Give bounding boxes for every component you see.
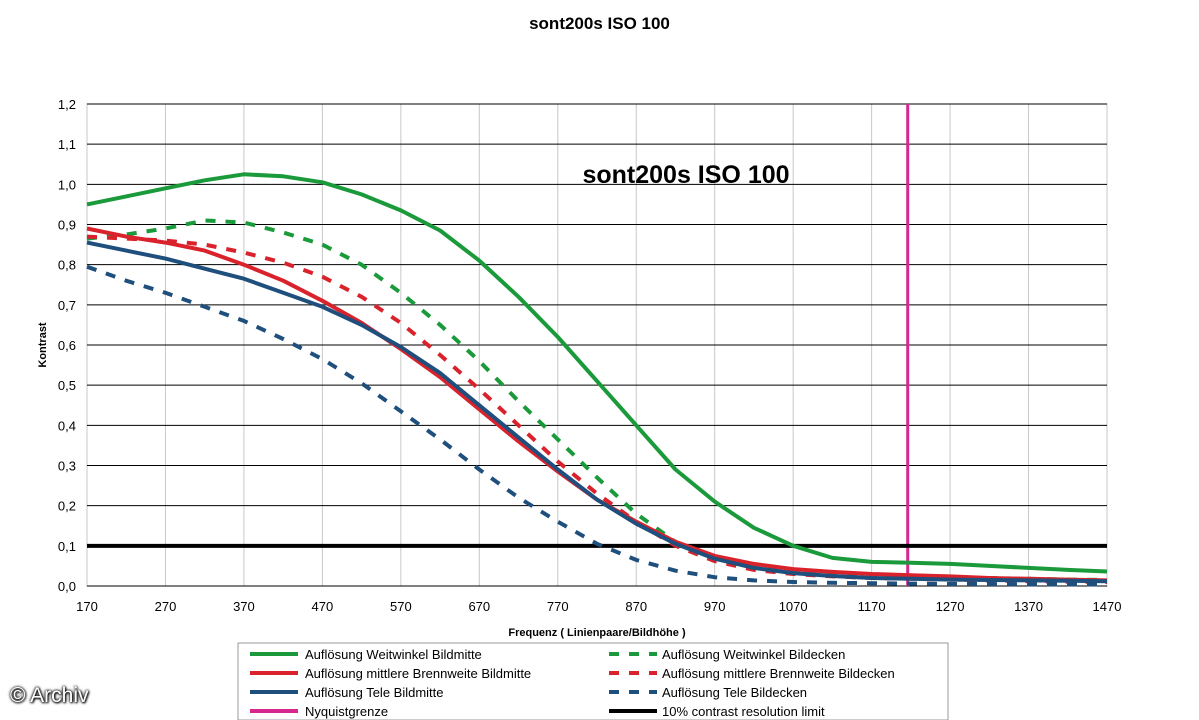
x-tick-label: 670 [468,599,490,614]
series-line-6 [86,264,1107,587]
legend-label: Auflösung Weitwinkel Bildmitte [305,647,482,662]
y-tick-label: 0,1 [58,539,76,554]
x-tick-label: 1270 [936,599,965,614]
x-tick-label: 770 [547,599,569,614]
y-tick-label: 0,4 [58,418,76,433]
x-tick-label: 170 [76,599,98,614]
y-tick-label: 0,5 [58,378,76,393]
inner-chart-title: sont200s ISO 100 [582,161,789,189]
x-tick-label: 870 [625,599,647,614]
y-tick-label: 0,7 [58,298,76,313]
x-tick-label: 970 [704,599,726,614]
legend-label: Auflösung Tele Bildmitte [305,685,444,700]
x-tick-label: 1370 [1014,599,1043,614]
copyright-watermark: © Archiv [10,684,89,707]
y-tick-label: 0,3 [58,459,76,474]
x-tick-label: 470 [312,599,334,614]
y-tick-label: 0,2 [58,499,76,514]
series-line-5 [86,240,1108,584]
legend-label: Auflösung Weitwinkel Bildecken [662,647,845,662]
x-tick-label: 570 [390,599,412,614]
legend-box [237,642,949,720]
series-line-1 [86,172,1108,574]
y-axis-label: Kontrast [37,322,49,368]
x-tick-label: 270 [155,599,177,614]
y-tick-label: 0,6 [58,338,76,353]
x-axis-label: Frequenz ( Linienpaare/Bildhöhe ) [508,627,686,639]
legend-label: Auflösung mittlere Brennweite Bildecken [662,666,895,681]
legend-label: Nyquistgrenze [305,704,388,719]
x-tick-label: 1070 [779,599,808,614]
y-tick-label: 1,0 [58,177,76,192]
y-tick-label: 0,9 [58,218,76,233]
chart-title: sont200s ISO 100 [529,14,670,33]
x-tick-label: 370 [233,599,255,614]
legend-label: 10% contrast resolution limit [662,704,825,719]
x-tick-label: 1170 [858,599,886,614]
y-tick-label: 1,2 [58,97,76,112]
y-tick-label: 1,1 [58,137,76,152]
legend-label: Auflösung mittlere Brennweite Bildmitte [305,666,531,681]
legend-label: Auflösung Tele Bildecken [662,685,807,700]
x-tick-label: 1470 [1093,599,1122,614]
y-tick-label: 0,8 [58,258,76,273]
y-tick-label: 0,0 [58,579,76,594]
